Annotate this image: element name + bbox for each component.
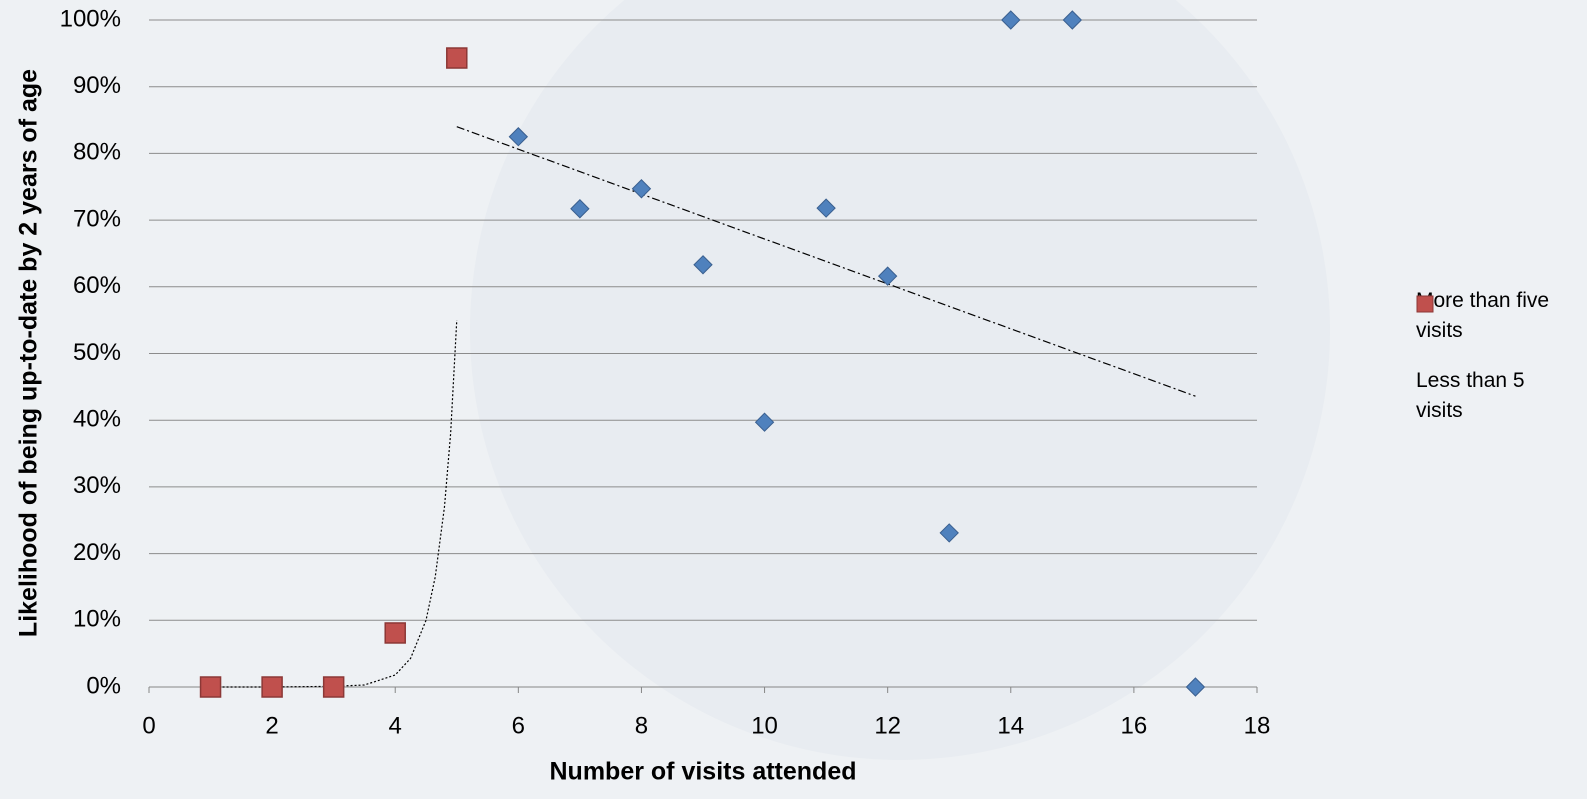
legend: More than five visits Less than 5 visits <box>1416 286 1566 446</box>
data-point <box>324 677 344 697</box>
x-tick-label: 18 <box>1244 712 1271 739</box>
legend-marker <box>1416 295 1434 313</box>
x-tick-label: 8 <box>635 712 648 739</box>
y-tick-label: 50% <box>73 339 121 366</box>
data-point <box>385 623 405 643</box>
y-tick-label: 80% <box>73 139 121 166</box>
x-tick-label: 4 <box>389 712 402 739</box>
data-point <box>262 677 282 697</box>
y-tick-label: 0% <box>86 672 121 699</box>
y-axis-title: Likelihood of being up-to-date by 2 year… <box>15 69 43 637</box>
x-axis-title: Number of visits attended <box>550 758 857 786</box>
y-tick-label: 40% <box>73 406 121 433</box>
legend-symbol <box>1417 296 1433 312</box>
y-tick-label: 70% <box>73 205 121 232</box>
chart: Number of visits attended Likelihood of … <box>0 0 1587 799</box>
trendline <box>211 320 457 687</box>
x-tick-label: 16 <box>1121 712 1148 739</box>
data-point <box>1186 678 1204 696</box>
legend-entry: Less than 5 visits <box>1416 366 1566 426</box>
x-tick-label: 14 <box>997 712 1024 739</box>
x-tick-label: 10 <box>751 712 778 739</box>
x-tick-label: 2 <box>265 712 278 739</box>
page: Number of visits attended Likelihood of … <box>0 0 1587 799</box>
data-point <box>447 48 467 68</box>
x-tick-label: 6 <box>512 712 525 739</box>
legend-label: More than five visits <box>1416 286 1566 346</box>
data-point <box>201 677 221 697</box>
y-tick-label: 90% <box>73 72 121 99</box>
x-tick-label: 12 <box>874 712 901 739</box>
y-tick-label: 100% <box>60 5 121 32</box>
y-tick-label: 10% <box>73 606 121 633</box>
y-tick-label: 30% <box>73 472 121 499</box>
y-tick-label: 20% <box>73 539 121 566</box>
x-tick-label: 0 <box>142 712 155 739</box>
legend-entry: More than five visits <box>1416 286 1566 346</box>
legend-label: Less than 5 visits <box>1416 366 1566 426</box>
y-tick-label: 60% <box>73 272 121 299</box>
background-decoration <box>470 0 1330 760</box>
